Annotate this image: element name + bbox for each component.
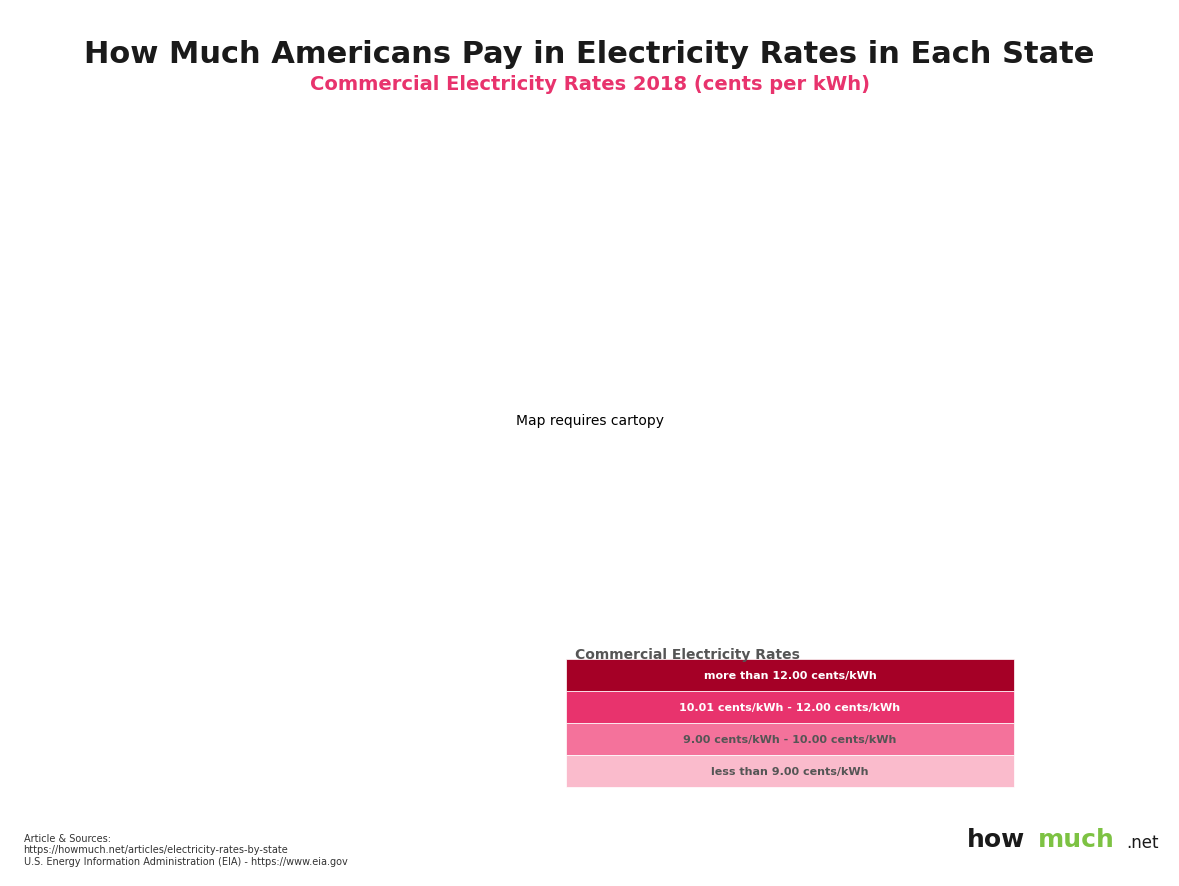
FancyBboxPatch shape	[566, 755, 1014, 787]
Text: less than 9.00 cents/kWh: less than 9.00 cents/kWh	[711, 766, 869, 776]
Text: more than 12.00 cents/kWh: more than 12.00 cents/kWh	[704, 670, 876, 680]
FancyBboxPatch shape	[566, 691, 1014, 723]
Text: .net: .net	[1126, 833, 1159, 851]
Text: much: much	[1038, 827, 1114, 851]
FancyBboxPatch shape	[566, 723, 1014, 755]
Text: Article & Sources:
https://howmuch.net/articles/electricity-rates-by-state
U.S. : Article & Sources: https://howmuch.net/a…	[24, 833, 348, 866]
Text: 9.00 cents/kWh - 10.00 cents/kWh: 9.00 cents/kWh - 10.00 cents/kWh	[684, 734, 896, 744]
Text: Map requires cartopy: Map requires cartopy	[515, 414, 664, 428]
Text: how: how	[967, 827, 1025, 851]
Text: How Much Americans Pay in Electricity Rates in Each State: How Much Americans Pay in Electricity Ra…	[85, 40, 1094, 69]
FancyBboxPatch shape	[566, 659, 1014, 691]
Text: 10.01 cents/kWh - 12.00 cents/kWh: 10.01 cents/kWh - 12.00 cents/kWh	[679, 702, 901, 712]
Text: Commercial Electricity Rates 2018 (cents per kWh): Commercial Electricity Rates 2018 (cents…	[310, 75, 869, 94]
Text: Commercial Electricity Rates: Commercial Electricity Rates	[575, 647, 799, 661]
